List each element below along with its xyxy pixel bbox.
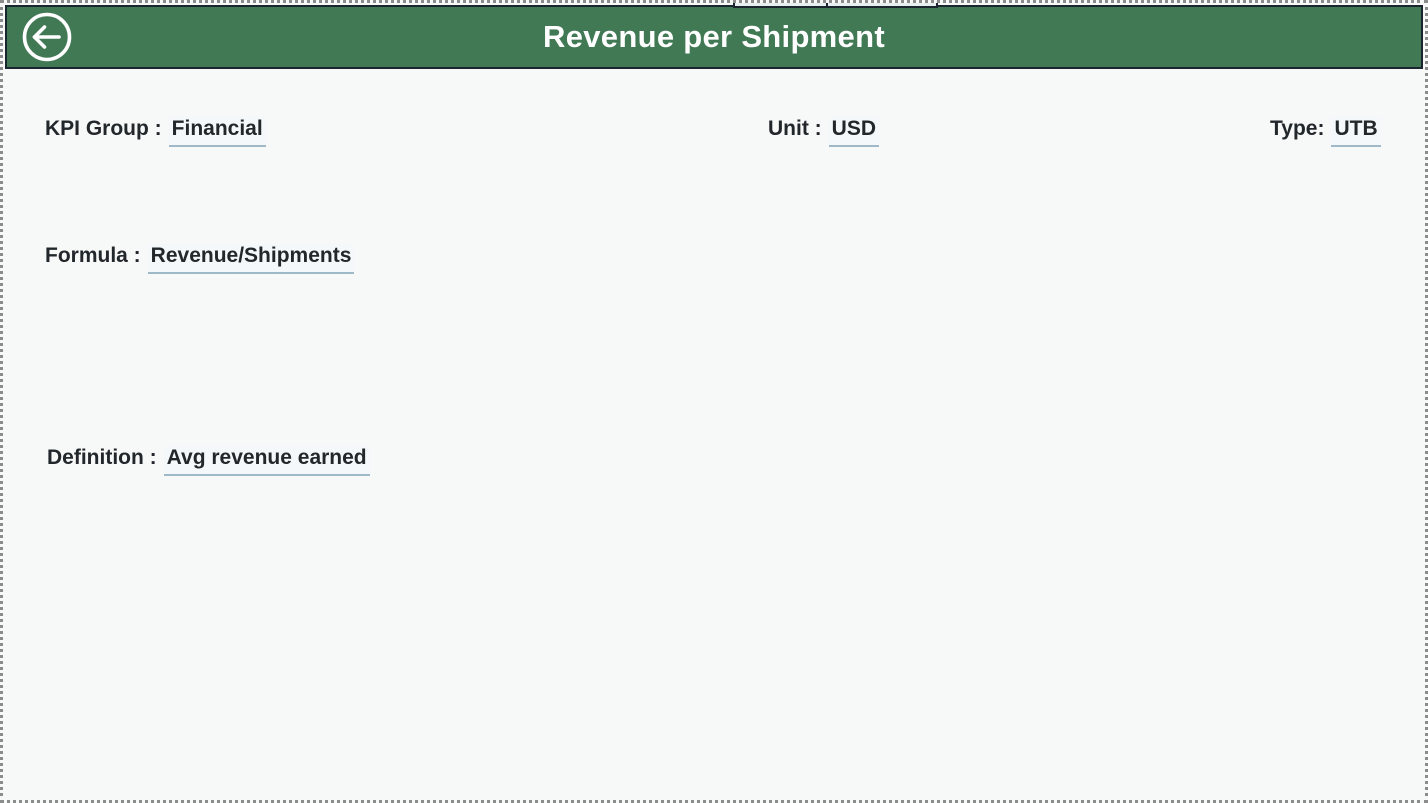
top-edge-tab-remnant-2 — [826, 3, 938, 8]
type-label: Type: — [1270, 117, 1325, 140]
kpi-group-label: KPI Group : — [45, 117, 162, 140]
formula-field: Formula : Revenue/Shipments — [45, 244, 355, 274]
definition-label: Definition : — [47, 446, 157, 469]
unit-field: Unit : USD — [768, 117, 879, 147]
definition-field: Definition : Avg revenue earned — [47, 446, 370, 476]
kpi-group-field: KPI Group : Financial — [45, 117, 266, 147]
type-value[interactable]: UTB — [1331, 117, 1381, 147]
page-title: Revenue per Shipment — [543, 19, 885, 54]
definition-value[interactable]: Avg revenue earned — [163, 446, 370, 476]
unit-value[interactable]: USD — [828, 117, 879, 147]
formula-label: Formula : — [45, 244, 141, 267]
unit-label: Unit : — [768, 117, 822, 140]
formula-value[interactable]: Revenue/Shipments — [147, 244, 355, 274]
arrow-left-circle-icon — [21, 11, 73, 63]
header-bar: Revenue per Shipment — [5, 5, 1423, 69]
top-edge-tab-remnant-1 — [733, 3, 828, 8]
kpi-group-value[interactable]: Financial — [168, 117, 266, 147]
back-button[interactable] — [21, 11, 73, 63]
type-field: Type: UTB — [1270, 117, 1381, 147]
